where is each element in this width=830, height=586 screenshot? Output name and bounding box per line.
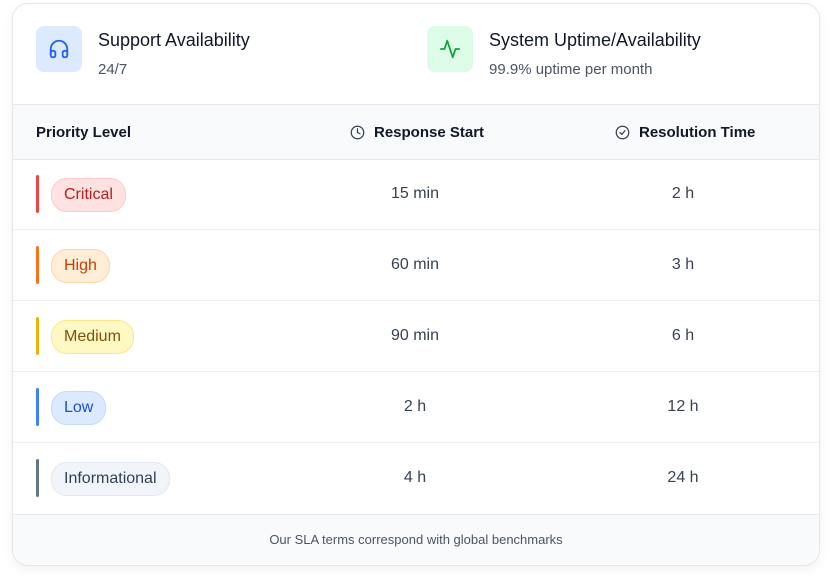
table-row: Informational 4 h 24 h <box>13 443 819 513</box>
support-title: Support Availability <box>98 30 250 50</box>
priority-badge: Informational <box>51 462 170 496</box>
table-header: Priority Level Response Start Resolution… <box>13 104 819 160</box>
summary-section: Support Availability 24/7 System Uptime/… <box>13 4 819 104</box>
response-start-cell: 2 h <box>403 398 427 415</box>
table-row: Critical 15 min 2 h <box>13 159 819 230</box>
headphones-icon <box>36 26 82 72</box>
header-priority-level: Priority Level <box>36 123 132 141</box>
uptime-value: 99.9% uptime per month <box>489 61 653 78</box>
priority-badge: High <box>51 249 110 283</box>
table-row: Medium 90 min 6 h <box>13 301 819 372</box>
system-uptime: System Uptime/Availability 99.9% uptime … <box>427 26 701 78</box>
priority-color-bar <box>36 388 39 426</box>
header-response-start-label: Response Start <box>374 123 485 141</box>
header-response-start: Response Start <box>350 105 484 159</box>
resolution-time-cell: 12 h <box>667 398 699 415</box>
response-start-cell: 4 h <box>403 469 427 486</box>
header-resolution-time-label: Resolution Time <box>639 123 756 141</box>
response-start-cell: 90 min <box>390 327 440 344</box>
check-circle-icon <box>615 125 630 139</box>
table-row: High 60 min 3 h <box>13 230 819 301</box>
support-availability: Support Availability 24/7 <box>36 26 250 78</box>
support-value: 24/7 <box>98 61 128 78</box>
priority-color-bar <box>36 175 39 213</box>
uptime-title: System Uptime/Availability <box>489 30 701 50</box>
clock-icon <box>350 125 365 139</box>
priority-badge: Low <box>51 391 107 425</box>
resolution-time-cell: 6 h <box>671 327 695 344</box>
sla-card: Support Availability 24/7 System Uptime/… <box>12 3 820 566</box>
resolution-time-cell: 3 h <box>671 256 695 273</box>
priority-color-bar <box>36 459 39 497</box>
response-start-cell: 15 min <box>390 185 440 202</box>
resolution-time-cell: 2 h <box>671 185 695 202</box>
priority-color-bar <box>36 317 39 355</box>
priority-table-body: Critical 15 min 2 h High 60 min 3 h Medi… <box>13 159 819 513</box>
header-resolution-time: Resolution Time <box>615 105 755 159</box>
response-start-cell: 60 min <box>390 256 440 273</box>
priority-badge: Critical <box>51 178 126 212</box>
priority-badge: Medium <box>51 320 134 354</box>
sla-footer-note: Our SLA terms correspond with global ben… <box>13 514 819 565</box>
priority-color-bar <box>36 246 39 284</box>
table-row: Low 2 h 12 h <box>13 372 819 443</box>
resolution-time-cell: 24 h <box>667 469 699 486</box>
activity-icon <box>427 26 473 72</box>
